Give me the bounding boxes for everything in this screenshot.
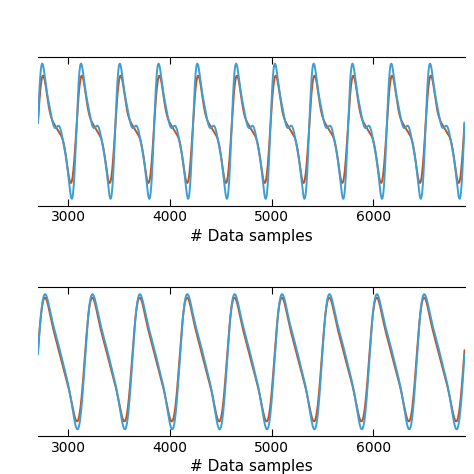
X-axis label: # Data samples: # Data samples xyxy=(190,228,312,244)
X-axis label: # Data samples: # Data samples xyxy=(190,459,312,474)
